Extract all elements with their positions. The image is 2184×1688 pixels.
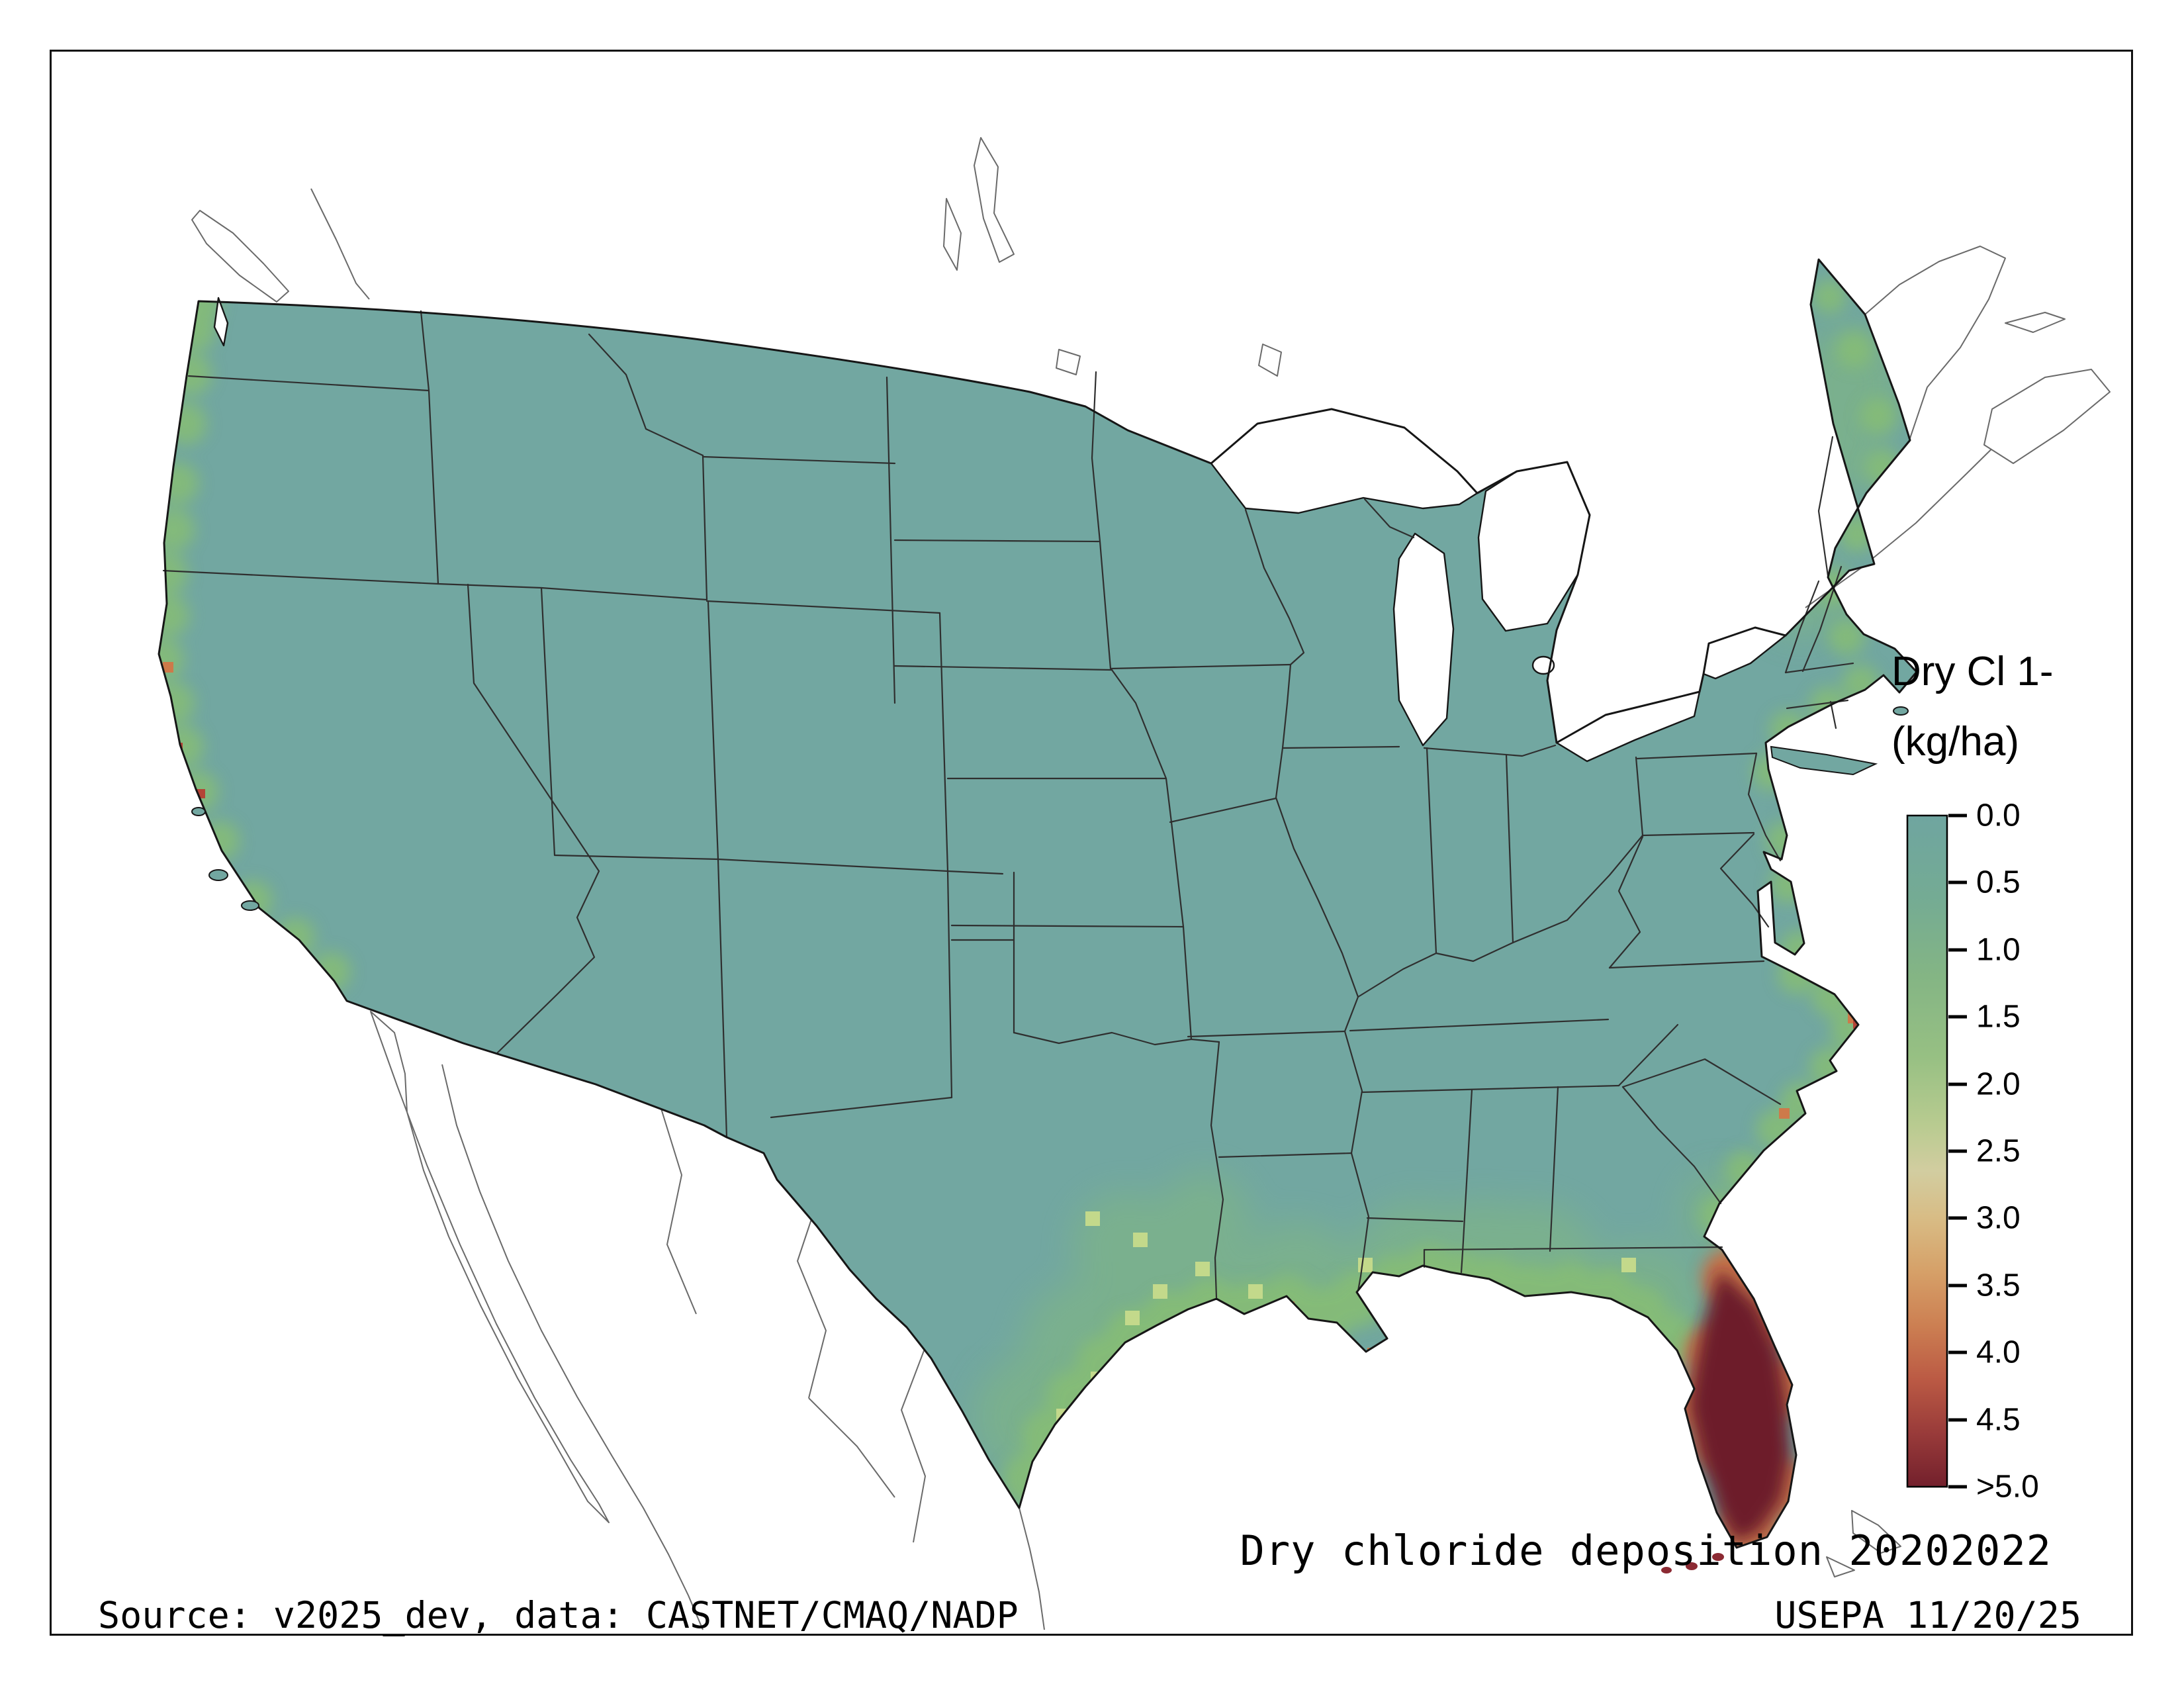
nantucket <box>1893 706 1909 716</box>
lake-huron <box>1477 461 1591 632</box>
legend-tick-mark <box>1948 1485 1967 1489</box>
prince-edward-island <box>2005 312 2066 333</box>
vancouver-island <box>191 210 289 303</box>
legend-tick-mark <box>1948 1149 1967 1153</box>
legend-tick-mark <box>1948 1015 1967 1019</box>
legend-tick-row: 4.0 <box>1948 1335 2021 1371</box>
legend-tick-label: 1.0 <box>1976 932 2021 968</box>
legend-tick-row: 3.0 <box>1948 1200 2021 1237</box>
lake-michigan <box>1392 532 1455 747</box>
legend-title: Dry Cl 1- (kg/ha) <box>1891 637 2054 777</box>
legend-tick-mark <box>1948 948 1967 952</box>
lake-superior <box>1210 408 1479 514</box>
bc-coastline <box>310 188 370 300</box>
florida-keys-1 <box>1712 1553 1724 1561</box>
legend-tick-mark <box>1948 1284 1967 1288</box>
baja-california <box>370 1011 610 1523</box>
legend-tick-label: 2.0 <box>1976 1066 2021 1102</box>
bahamas-island-2 <box>1826 1556 1855 1577</box>
lake-manitoba <box>943 198 962 271</box>
legend-unit: (kg/ha) <box>1891 719 2019 765</box>
legend-tick-row: 0.5 <box>1948 865 2021 901</box>
great-lakes <box>213 297 1787 763</box>
source-text: Source: v2025_dev, data: CASTNET/CMAQ/NA… <box>98 1594 1019 1636</box>
legend-tick-mark <box>1948 1350 1967 1354</box>
channel-island-1 <box>208 869 228 881</box>
legend-tick-label: 2.5 <box>1976 1133 2021 1169</box>
legend-tick-row: 1.0 <box>1948 931 2021 968</box>
florida-keys-2 <box>1686 1562 1698 1570</box>
mexico-features <box>370 1011 1901 1630</box>
mexico-state-border-4 <box>808 1397 895 1498</box>
lake-of-the-woods <box>1056 349 1081 375</box>
new-brunswick-coast <box>1864 246 2006 439</box>
legend-tick-row: 1.5 <box>1948 999 2021 1035</box>
legend-tick-row: 4.5 <box>1948 1401 2021 1438</box>
legend-tick-row: 2.5 <box>1948 1133 2021 1170</box>
legend-tick-label: 3.0 <box>1976 1200 2021 1236</box>
map-caption: Dry chloride deposition 20202022 <box>1240 1526 2052 1575</box>
florida-keys-3 <box>1661 1567 1672 1573</box>
colorbar-gradient <box>1906 814 1948 1488</box>
legend-tick-row: 2.0 <box>1948 1066 2021 1102</box>
channel-island-3 <box>191 807 206 816</box>
mexico-state-border-2 <box>797 1191 827 1399</box>
legend-tick-mark <box>1948 814 1967 818</box>
legend-tick-row: 0.0 <box>1948 798 2021 834</box>
islands <box>191 706 1909 1573</box>
lake-nipigon <box>1258 344 1282 377</box>
legend-tick-mark <box>1948 880 1967 884</box>
colorbar <box>1906 814 1948 1488</box>
plot-frame <box>50 50 2133 1636</box>
state-borders <box>162 310 1854 1299</box>
mexico-state-border-3 <box>901 1343 927 1543</box>
mexico-state-border-1 <box>658 1100 697 1315</box>
nova-scotia <box>1983 369 2111 464</box>
mexico-east-coast <box>1019 1507 1045 1630</box>
legend-tick-mark <box>1948 1082 1967 1086</box>
legend-tick-label: 4.5 <box>1976 1402 2021 1438</box>
legend-tick-label: 4.0 <box>1976 1335 2021 1370</box>
us-outline <box>158 258 1918 1549</box>
legend-tick-label: 0.0 <box>1976 798 2021 833</box>
lake-winnipeg <box>974 137 1015 263</box>
channel-island-2 <box>241 900 259 911</box>
legend-tick-label: 3.5 <box>1976 1268 2021 1303</box>
legend-tick-label: 0.5 <box>1976 865 2021 900</box>
puget-sound <box>213 297 229 347</box>
agency-text: USEPA 11/20/25 <box>1774 1594 2081 1636</box>
legend-tick-mark <box>1948 1418 1967 1422</box>
bahamas-island <box>1851 1510 1901 1554</box>
legend-tick-row: >5.0 <box>1948 1469 2039 1505</box>
legend-tick-label: >5.0 <box>1976 1469 2039 1505</box>
legend-tick-labels: 0.0 0.5 1.0 1.5 2.0 2.5 3.0 3.5 4.0 4.5 >5.0 <box>1948 798 2107 1505</box>
florida-hotspot <box>1689 1270 1791 1542</box>
st-lawrence-river <box>1805 428 2013 608</box>
legend-tick-label: 1.5 <box>1976 999 2021 1035</box>
legend-tick-row: 3.5 <box>1948 1267 2021 1303</box>
legend-tick-mark <box>1948 1216 1967 1220</box>
canada-features <box>191 137 2111 608</box>
gulf-of-california-coast <box>441 1064 704 1630</box>
legend-title-line1: Dry Cl 1- <box>1891 649 2054 694</box>
long-island <box>1770 745 1878 776</box>
